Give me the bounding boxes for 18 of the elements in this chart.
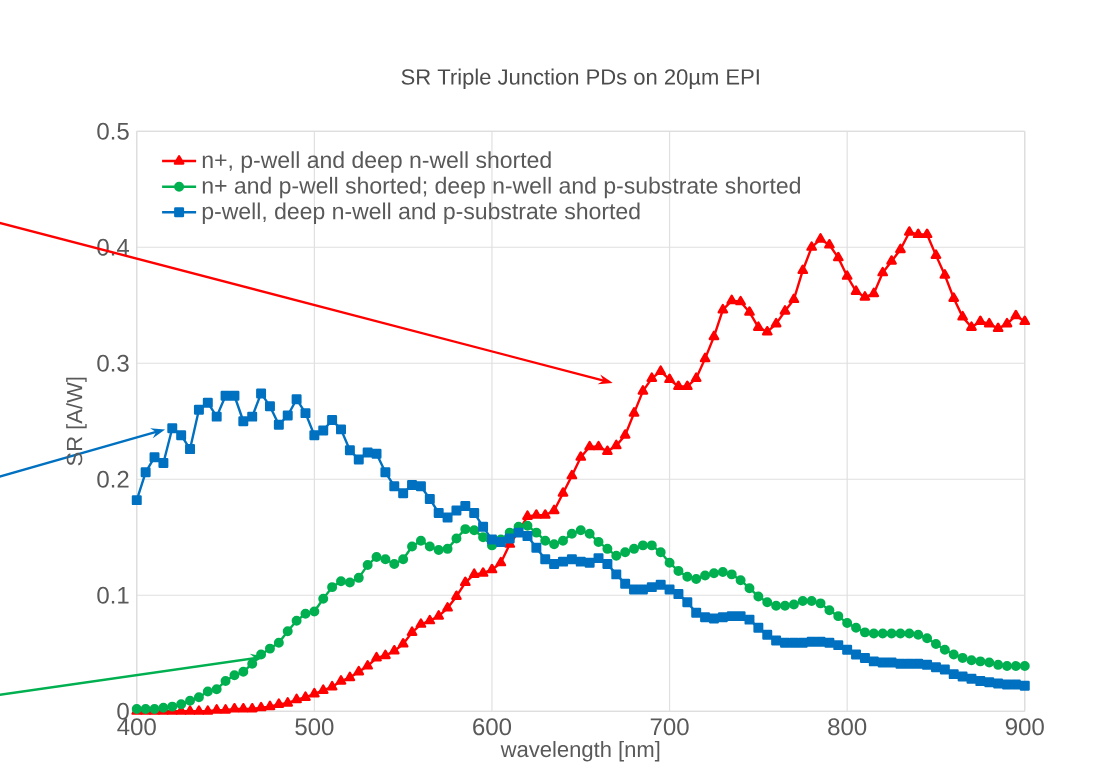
y-tick-label: 0.2 [97, 470, 129, 488]
y-axis-title: SR [A/W] [66, 377, 87, 466]
y-tick-label: 0.3 [97, 354, 129, 372]
x-tick-label: 900 [1005, 718, 1044, 736]
x-tick-label: 700 [650, 718, 689, 736]
y-tick-label: 0.4 [97, 238, 130, 256]
chart-title: SR Triple Junction PDs on 20µm EPI [401, 68, 759, 90]
x-tick-label: 600 [473, 718, 512, 736]
legend-label: p-well, deep n-well and p-substrate shorted [202, 202, 640, 224]
legend-label: n+ and p-well shorted; deep n-well and p-substrate shorted [202, 176, 800, 199]
y-tick-label: 0.1 [97, 586, 129, 604]
x-tick-label: 800 [828, 718, 867, 736]
y-tick-label: 0 [117, 702, 129, 720]
x-tick-label: 500 [295, 718, 334, 736]
y-tick-label: 0.5 [97, 122, 129, 140]
x-axis-title: wavelength [nm] [500, 740, 660, 762]
x-tick-label: 400 [117, 718, 156, 736]
legend-label: n+, p-well and deep n-well shorted [202, 151, 551, 173]
